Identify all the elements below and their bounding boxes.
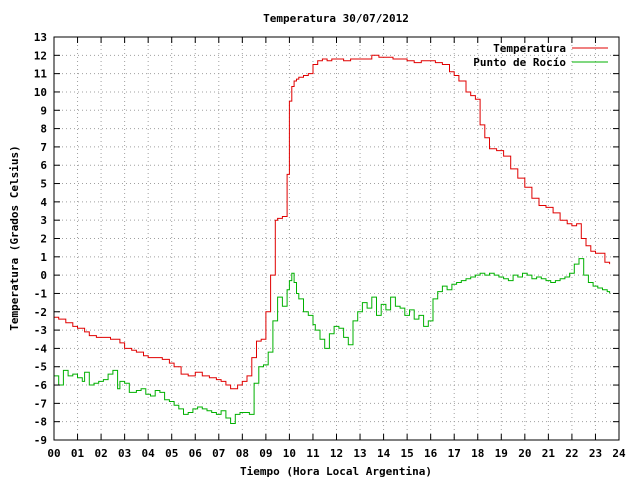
- y-tick-label: 9: [40, 104, 47, 117]
- x-tick-label: 06: [189, 447, 203, 460]
- y-tick-label: -3: [34, 324, 47, 337]
- x-tick-label: 19: [495, 447, 508, 460]
- x-tick-label: 00: [47, 447, 60, 460]
- y-tick-label: 2: [40, 233, 47, 246]
- x-tick-label: 13: [353, 447, 366, 460]
- y-tick-label: -4: [34, 342, 48, 355]
- series-line-temperatura: [54, 54, 611, 390]
- tick-layer: 00 01 02 03 04 05 06 07 08 09 10 11 12 13 14 15 16 17 18 19…: [34, 31, 626, 460]
- x-tick-label: 17: [448, 447, 461, 460]
- x-tick-label: 03: [118, 447, 131, 460]
- y-tick-label: 5: [40, 178, 47, 191]
- x-tick-label: 01: [71, 447, 85, 460]
- y-tick-label: -5: [34, 361, 47, 374]
- x-tick-label: 02: [94, 447, 107, 460]
- y-tick-label: 6: [40, 159, 47, 172]
- y-tick-label: 13: [34, 31, 47, 44]
- y-tick-label: 8: [40, 123, 47, 136]
- legend-label: Temperatura: [493, 42, 566, 55]
- y-tick-label: 7: [40, 141, 47, 154]
- y-tick-label: 1: [40, 251, 47, 264]
- chart-title: Temperatura 30/07/2012: [263, 12, 409, 25]
- x-tick-label: 15: [401, 447, 414, 460]
- y-tick-label: 12: [34, 49, 47, 62]
- x-tick-label: 12: [330, 447, 343, 460]
- x-tick-label: 08: [236, 447, 249, 460]
- x-tick-label: 11: [306, 447, 320, 460]
- y-tick-label: 0: [40, 269, 47, 282]
- legend-label: Punto de Rocío: [473, 56, 566, 69]
- series-layer: [54, 54, 611, 424]
- grid: [54, 37, 619, 440]
- x-tick-label: 10: [283, 447, 296, 460]
- x-tick-label: 14: [377, 447, 391, 460]
- y-tick-label: -2: [34, 306, 47, 319]
- y-tick-label: -7: [34, 397, 47, 410]
- x-tick-label: 24: [612, 447, 626, 460]
- x-tick-label: 16: [424, 447, 438, 460]
- x-tick-label: 22: [565, 447, 578, 460]
- x-tick-label: 05: [165, 447, 178, 460]
- y-tick-label: -6: [34, 379, 48, 392]
- x-tick-label: 18: [471, 447, 484, 460]
- series-line-punto-de-rocio: [54, 258, 611, 424]
- x-axis-label: Tiempo (Hora Local Argentina): [240, 465, 432, 478]
- x-tick-label: 23: [589, 447, 602, 460]
- y-axis-label: Temperatura (Grados Celsius): [8, 145, 21, 330]
- x-tick-label: 07: [212, 447, 225, 460]
- y-tick-label: 11: [34, 68, 48, 81]
- y-tick-label: -8: [34, 416, 47, 429]
- x-tick-label: 21: [542, 447, 556, 460]
- x-tick-label: 04: [142, 447, 156, 460]
- x-tick-label: 09: [259, 447, 272, 460]
- y-tick-label: 4: [40, 196, 47, 209]
- y-tick-label: -9: [34, 434, 47, 447]
- x-tick-label: 20: [518, 447, 531, 460]
- y-tick-label: -1: [34, 287, 48, 300]
- y-tick-label: 10: [34, 86, 47, 99]
- y-tick-label: 3: [40, 214, 47, 227]
